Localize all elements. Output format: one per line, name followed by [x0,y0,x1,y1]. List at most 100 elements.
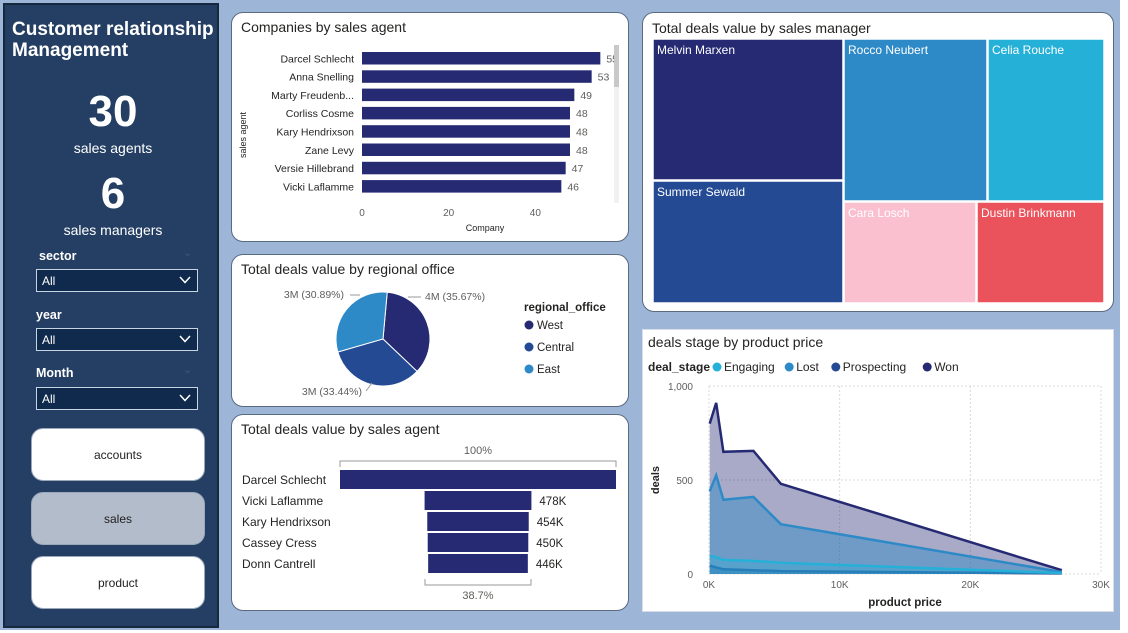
funnel-bar[interactable] [427,533,529,552]
year-slicer-value: All [42,333,56,347]
funnel-bar[interactable] [428,554,528,573]
nav-sales-button[interactable]: sales [31,492,205,545]
deals-by-manager-card[interactable]: Total deals value by sales manager Melvi… [642,12,1114,312]
treemap-cell[interactable] [987,38,1105,202]
year-slicer-dropdown[interactable]: All [36,328,198,351]
scrollbar-thumb[interactable] [614,45,619,87]
month-slicer-dropdown[interactable]: All [36,387,198,410]
funnel-bar[interactable] [340,470,616,489]
funnel-bar[interactable] [427,512,529,531]
treemap-cell-label: Celia Rouche [992,43,1064,57]
companies-bar[interactable] [362,180,562,193]
funnel-bar-value: 478K [539,496,566,508]
area-line-engaging[interactable] [709,554,1062,575]
deals-x-axis-label: product price [868,597,941,609]
nav-product-label: product [97,575,139,590]
companies-bar[interactable] [362,143,570,157]
pie-legend-central[interactable]: Central [537,342,574,354]
kpi-sales-managers-label: sales managers [63,222,163,238]
companies-y-axis-label: sales agent [238,111,248,158]
companies-category-label: Marty Freudenb... [271,90,354,102]
funnel-bottom-bracket [424,579,532,586]
treemap-cell[interactable] [976,201,1105,304]
companies-bar-value: 49 [580,90,592,102]
report-title: Customer relationship Management [12,19,217,61]
sector-slicer-dropdown[interactable]: All [36,269,198,292]
funnel-category-label: Vicki Laflamme [242,494,323,508]
companies-bar[interactable] [362,88,575,102]
area-line-prospecting[interactable] [709,564,1062,575]
area-line-won[interactable] [708,402,1063,572]
funnel-bar[interactable] [424,491,532,510]
deals-stage-card[interactable]: deals stage by product price deal_stage … [642,329,1114,612]
funnel-bar-value: 454K [537,517,564,529]
regional-legend-title: regional_office [524,302,606,314]
pie-legend-east[interactable]: East [537,364,561,376]
kpi-sales-agents-label: sales agents [73,140,153,156]
funnel-category-label: Darcel Schlecht [242,473,327,487]
pie-slice-west[interactable] [382,291,431,373]
report-title-line2: Management [12,40,129,61]
legend-dot-icon [831,362,841,372]
legend-dot-icon [922,362,932,372]
regional-office-card[interactable]: Total deals value by regional office 4M … [231,254,629,407]
treemap-cell[interactable] [843,201,977,304]
y-tick-label: 1,000 [668,382,693,393]
treemap-cell[interactable] [652,180,844,304]
deals-legend-won[interactable]: Won [934,360,958,374]
pie-data-label: 4M (35.67%) [425,291,485,303]
regional-office-title: Total deals value by regional office [241,261,455,277]
treemap-cell[interactable] [652,38,844,181]
treemap-cell[interactable] [843,38,988,202]
pie-data-label: 3M (33.44%) [302,386,362,398]
y-tick-label: 0 [687,570,693,581]
deals-legend-engaging[interactable]: Engaging [724,360,775,374]
funnel-bottom-percent: 38.7% [462,590,493,602]
pie-legend-west[interactable]: West [537,320,564,332]
scrollbar-track[interactable] [614,45,619,203]
companies-bar-value: 53 [598,72,610,84]
chevron-down-icon [179,276,191,284]
legend-dot-icon [712,362,722,372]
year-slicer-label: year [36,308,62,322]
treemap-cell-label: Rocco Neubert [848,43,929,57]
nav-sales-label: sales [103,511,132,526]
kpi-sales-managers-value: 6 [100,169,126,218]
companies-x-tick: 20 [443,208,455,219]
companies-x-tick: 40 [530,208,542,219]
companies-bar-value: 55 [606,53,618,65]
companies-bar-value: 48 [576,145,588,157]
pie-slice-east[interactable] [335,291,388,353]
deals-legend-prospecting[interactable]: Prospecting [843,360,906,374]
companies-bar[interactable] [362,70,592,83]
treemap-cell-label: Dustin Brinkmann [981,206,1076,220]
chevron-down-icon[interactable]: ⌄ [183,247,193,259]
funnel-category-label: Cassey Cress [242,536,317,550]
companies-bar[interactable] [362,52,601,65]
month-slicer-label: Month [36,366,74,380]
x-tick-label: 0K [703,580,716,591]
funnel-category-label: Kary Hendrixson [242,515,331,529]
deals-y-axis-label: deals [650,466,662,494]
regional-pie-chart: 4M (35.67%) 3M (33.44%) 3M (30.89%) region… [284,289,606,398]
chevron-down-icon[interactable]: ⌄ [183,364,193,376]
x-tick-label: 20K [961,580,979,591]
deals-legend-lost[interactable]: Lost [796,360,819,374]
deals-by-agent-card[interactable]: Total deals value by sales agent 100% 38… [231,414,629,611]
companies-category-label: Vicki Laflamme [283,181,354,193]
companies-bar[interactable] [362,125,570,138]
area-line-lost[interactable] [708,471,1063,574]
nav-accounts-button[interactable]: accounts [31,428,205,481]
chevron-down-icon [179,335,191,343]
nav-product-button[interactable]: product [31,556,205,609]
nav-accounts-label: accounts [93,447,143,462]
x-tick-label: 30K [1092,580,1110,591]
companies-bar-value: 46 [567,181,579,193]
kpi-sales-agents-value: 30 [88,87,138,136]
companies-bar[interactable] [362,106,570,120]
pie-slice-central[interactable] [337,338,418,387]
legend-dot-icon [524,364,534,374]
companies-bar[interactable] [362,161,566,175]
deals-by-manager-title: Total deals value by sales manager [652,20,871,36]
companies-by-agent-card[interactable]: Companies by sales agent 0 20 40 Darcel Sch… [231,12,629,242]
